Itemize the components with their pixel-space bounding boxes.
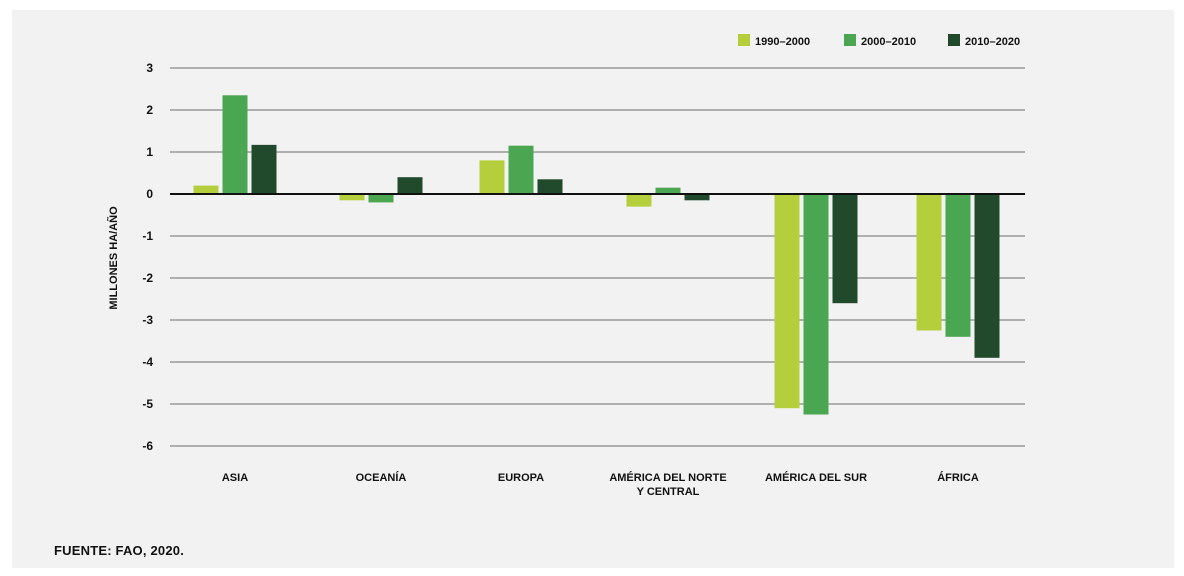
y-tick-label: -5 bbox=[142, 397, 153, 411]
bar bbox=[508, 145, 534, 194]
y-tick-label: -6 bbox=[142, 439, 153, 453]
legend-label: 2000–2010 bbox=[861, 36, 916, 48]
legend-swatch bbox=[738, 34, 750, 46]
gridlines bbox=[170, 67, 1025, 447]
y-axis-label: MILLONES HA/AÑO bbox=[107, 206, 120, 310]
x-tick-label: AMÉRICA DEL SUR bbox=[765, 471, 867, 484]
bar bbox=[626, 194, 652, 207]
bar bbox=[251, 144, 277, 194]
x-tick-label: ÁFRICA bbox=[937, 471, 979, 484]
x-tick-label: ASIA bbox=[222, 472, 248, 484]
y-tick-label: -3 bbox=[142, 313, 153, 327]
legend: 1990–2000 2000–2010 2010–2020 bbox=[738, 34, 1020, 48]
bar bbox=[537, 179, 563, 194]
y-tick-labels: 3 2 1 0 -1 -2 -3 -4 -5 -6 bbox=[142, 61, 153, 453]
bar bbox=[774, 194, 800, 409]
bar bbox=[368, 194, 394, 203]
x-tick-labels: ASIA OCEANÍA EUROPA AMÉRICA DEL NORTE Y CENT… bbox=[222, 471, 979, 498]
y-tick-label: -4 bbox=[142, 355, 153, 369]
bar bbox=[945, 194, 971, 337]
bar bbox=[655, 187, 681, 194]
y-tick-label: 3 bbox=[146, 61, 153, 75]
legend-label: 1990–2000 bbox=[755, 36, 810, 48]
bars bbox=[193, 95, 1000, 415]
bar bbox=[916, 194, 942, 331]
bar bbox=[193, 185, 219, 194]
x-tick-label: OCEANÍA bbox=[356, 471, 407, 484]
y-tick-label: -1 bbox=[142, 229, 153, 243]
bar bbox=[339, 194, 365, 201]
bar bbox=[803, 194, 829, 415]
x-tick-label: Y CENTRAL bbox=[637, 486, 700, 498]
x-tick-label: EUROPA bbox=[498, 472, 544, 484]
legend-swatch bbox=[844, 34, 856, 46]
y-tick-label: 0 bbox=[146, 187, 153, 201]
bar bbox=[222, 95, 248, 194]
y-tick-label: -2 bbox=[142, 271, 153, 285]
bar bbox=[832, 194, 858, 304]
legend-label: 2010–2020 bbox=[965, 36, 1020, 48]
bar bbox=[397, 177, 423, 194]
bar bbox=[684, 194, 710, 201]
legend-swatch bbox=[948, 34, 960, 46]
bar bbox=[974, 194, 1000, 358]
source-note: FUENTE: FAO, 2020. bbox=[54, 543, 185, 558]
y-tick-label: 1 bbox=[146, 145, 153, 159]
x-tick-label: AMÉRICA DEL NORTE bbox=[609, 471, 726, 484]
y-tick-label: 2 bbox=[146, 103, 153, 117]
bar bbox=[479, 160, 505, 194]
